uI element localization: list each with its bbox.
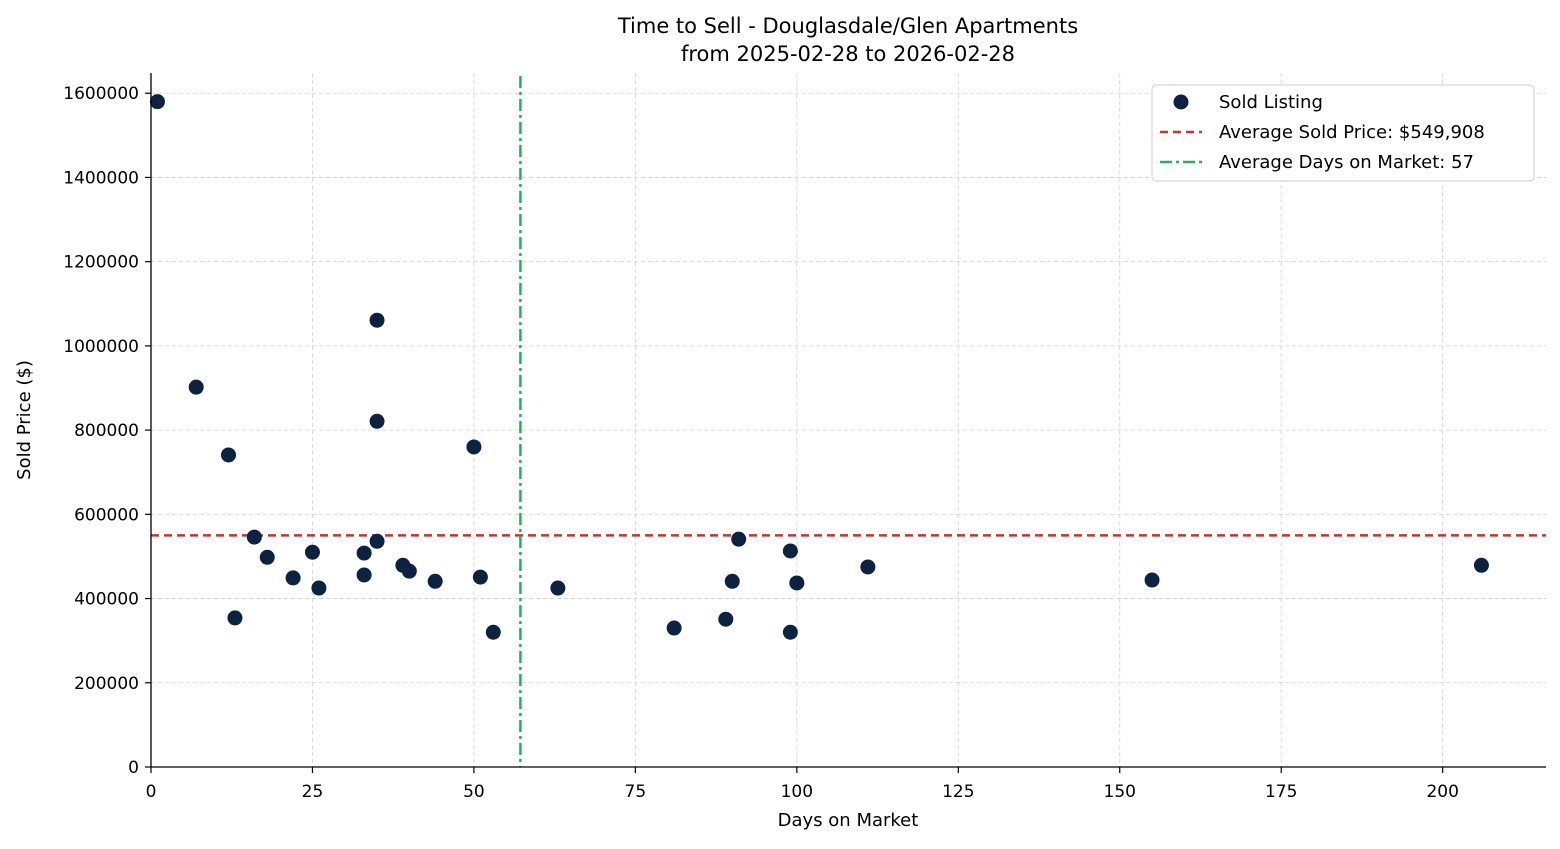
data-point [149, 94, 165, 110]
data-point [188, 379, 204, 395]
reference-lines [151, 76, 1546, 767]
data-point [259, 549, 275, 565]
scatter-points [149, 94, 1489, 640]
legend-label-sold-listing: Sold Listing [1219, 92, 1323, 113]
y-tick-label: 400000 [74, 590, 139, 610]
data-point [369, 533, 385, 549]
x-tick-label: 75 [625, 782, 647, 802]
x-tick-label: 0 [146, 782, 157, 802]
chart-title: Time to Sell - Douglasdale/Glen Apartmen… [617, 14, 1078, 38]
y-tick-label: 0 [128, 758, 139, 778]
data-point [369, 312, 385, 328]
data-point [1473, 557, 1489, 573]
data-point [724, 573, 740, 589]
data-point [285, 570, 301, 586]
data-point [782, 543, 798, 559]
data-point [401, 563, 417, 579]
y-tick-label: 1600000 [63, 84, 139, 104]
data-point [221, 447, 236, 463]
x-tick-label: 175 [1265, 782, 1297, 802]
y-axis-label: Sold Price ($) [14, 360, 35, 480]
data-point [227, 610, 243, 626]
x-tick-label: 200 [1426, 782, 1458, 802]
data-point [550, 580, 566, 596]
data-point [246, 529, 262, 545]
x-tick-label: 25 [302, 782, 324, 802]
data-point [472, 569, 488, 585]
data-point [485, 624, 501, 640]
data-point [731, 531, 747, 547]
data-point [789, 575, 805, 591]
legend-label-avg-price: Average Sold Price: $549,908 [1219, 122, 1485, 143]
y-tick-label: 1200000 [63, 253, 139, 273]
y-tick-label: 600000 [74, 505, 139, 525]
data-point [782, 624, 798, 640]
data-point [356, 545, 372, 561]
data-point [860, 559, 876, 575]
y-tick-label: 1400000 [63, 168, 139, 188]
x-axis-label: Days on Market [778, 810, 919, 831]
x-tick-label: 100 [781, 782, 813, 802]
data-point [718, 611, 734, 627]
data-point [356, 567, 372, 583]
data-point [311, 580, 327, 596]
x-tick-label: 125 [942, 782, 974, 802]
data-point [1144, 572, 1160, 588]
legend-box [1151, 84, 1535, 182]
data-point [369, 413, 385, 429]
y-tick-label: 200000 [74, 674, 139, 694]
y-tick-label: 1000000 [63, 337, 139, 357]
legend: Sold Listing Average Sold Price: $549,90… [1151, 84, 1535, 182]
data-point [304, 544, 320, 560]
legend-marker-sold-listing [1173, 94, 1189, 110]
data-point [466, 439, 482, 455]
chart-subtitle: from 2025-02-28 to 2026-02-28 [681, 42, 1015, 66]
y-tick-label: 800000 [74, 421, 139, 441]
data-point [666, 620, 682, 636]
x-tick-label: 150 [1104, 782, 1136, 802]
legend-label-avg-days: Average Days on Market: 57 [1219, 152, 1474, 173]
axes: 0 25 50 75 100 125 150 175 200 0 200000 400000 60000… [63, 73, 1546, 802]
data-point [427, 573, 443, 589]
x-tick-label: 50 [463, 782, 485, 802]
